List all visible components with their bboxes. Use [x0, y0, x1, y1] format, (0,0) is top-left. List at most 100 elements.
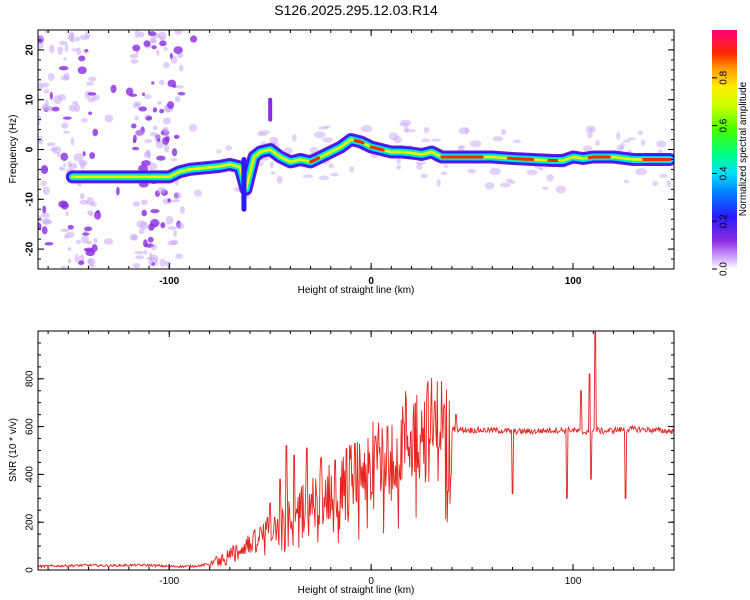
noise-blob — [149, 219, 160, 228]
snr-line — [38, 331, 674, 570]
noise-blob — [51, 106, 60, 112]
noise-blob — [67, 224, 74, 230]
noise-blob — [116, 186, 120, 196]
halo-blob — [499, 182, 511, 188]
noise-blob — [152, 125, 158, 131]
noise-blob — [38, 121, 41, 126]
noise-blob — [87, 92, 97, 96]
noise-blob — [44, 100, 49, 107]
noise-blob — [73, 152, 84, 162]
noise-blob — [44, 241, 54, 246]
noise-blob — [148, 31, 157, 37]
noise-blob — [91, 94, 101, 101]
noise-blob — [138, 228, 145, 235]
noise-blob — [177, 52, 184, 59]
noise-blob — [173, 134, 180, 139]
snr-xlabel: Height of straight line (km) — [298, 585, 415, 596]
noise-blob — [84, 48, 89, 53]
halo-blob — [328, 163, 335, 169]
noise-blob — [156, 138, 161, 142]
noise-blob — [162, 198, 173, 205]
noise-blob — [82, 151, 86, 157]
noise-blob — [165, 215, 174, 225]
x-tick-label: 100 — [565, 576, 582, 587]
halo-blob — [309, 146, 318, 153]
halo-blob — [623, 139, 631, 143]
noise-blob — [70, 137, 75, 146]
halo-blob — [640, 139, 646, 146]
spectrogram-xlabel: Height of straight line (km) — [298, 285, 415, 296]
halo-blob — [421, 138, 431, 143]
noise-blob — [60, 228, 70, 233]
noise-blob — [65, 211, 69, 217]
noise-blob — [164, 135, 170, 143]
halo-blob — [396, 164, 402, 170]
noise-blob — [42, 219, 53, 225]
noise-blob — [79, 193, 85, 200]
colorbar-ticks: 0.0 0.2 0.4 0.6 0.8 — [712, 70, 730, 276]
colorbar-label: Normalized spectral amplitude — [738, 81, 749, 216]
noise-blob — [57, 46, 64, 53]
noise-blob — [44, 30, 51, 34]
noise-blob — [82, 232, 90, 236]
snr-data — [38, 331, 674, 570]
ridge-hot-segment — [506, 156, 535, 161]
noise-blob — [50, 147, 58, 152]
noise-blob — [63, 163, 67, 168]
noise-blob — [60, 152, 69, 162]
halo-blob — [467, 168, 476, 174]
noise-blob — [156, 155, 166, 161]
colorbar-tick-label: 0.8 — [719, 70, 730, 84]
halo-blob — [666, 180, 672, 188]
ridge-hot-segment — [369, 145, 385, 152]
noise-blob — [144, 139, 153, 143]
halo-blob — [276, 175, 283, 184]
snr-panel: -100 0 100 0 200 400 600 800 Height of straight… — [8, 330, 675, 596]
noise-blob — [173, 46, 183, 55]
noise-blob — [63, 57, 67, 61]
noise-blob — [88, 76, 97, 82]
noise-blob — [159, 108, 165, 114]
noise-blob — [132, 44, 141, 52]
noise-blob — [143, 249, 148, 255]
noise-blob — [162, 117, 171, 125]
halo-blob — [392, 135, 402, 144]
halo-blob — [469, 140, 482, 148]
noise-blob — [64, 43, 69, 53]
noise-blob — [49, 91, 53, 100]
noise-blob — [69, 31, 75, 39]
colorbar-tick-label: 0.0 — [719, 262, 730, 276]
noise-blob — [166, 101, 175, 109]
figure-title: S126.2025.295.12.03.R14 — [274, 2, 438, 18]
noise-blob — [42, 205, 47, 214]
halo-blob — [635, 168, 647, 176]
noise-blob — [77, 66, 87, 75]
x-tick-label: -100 — [159, 276, 179, 287]
noise-blob — [58, 65, 69, 71]
halo-blob — [492, 136, 504, 142]
noise-blob — [150, 243, 157, 251]
noise-blob — [132, 201, 140, 207]
noise-blob — [60, 201, 69, 210]
noise-blob — [170, 158, 178, 162]
noise-blob — [165, 260, 172, 268]
halo-blob — [400, 119, 412, 126]
noise-blob — [132, 262, 141, 269]
noise-blob — [145, 116, 153, 121]
halo-blob — [403, 125, 409, 134]
halo-blob — [396, 157, 401, 165]
noise-blob — [160, 222, 166, 229]
noise-blob — [72, 100, 79, 106]
noise-blob — [43, 89, 50, 94]
noise-blob — [188, 124, 198, 132]
halo-blob — [443, 164, 449, 169]
noise-blob — [163, 144, 170, 153]
halo-blob — [225, 145, 232, 151]
noise-blob — [89, 212, 93, 216]
noise-blob — [78, 55, 86, 62]
noise-blob — [136, 220, 146, 228]
halo-blob — [509, 180, 516, 184]
halo-blob — [623, 179, 630, 184]
noise-blob — [85, 248, 96, 257]
noise-blob — [87, 258, 94, 264]
